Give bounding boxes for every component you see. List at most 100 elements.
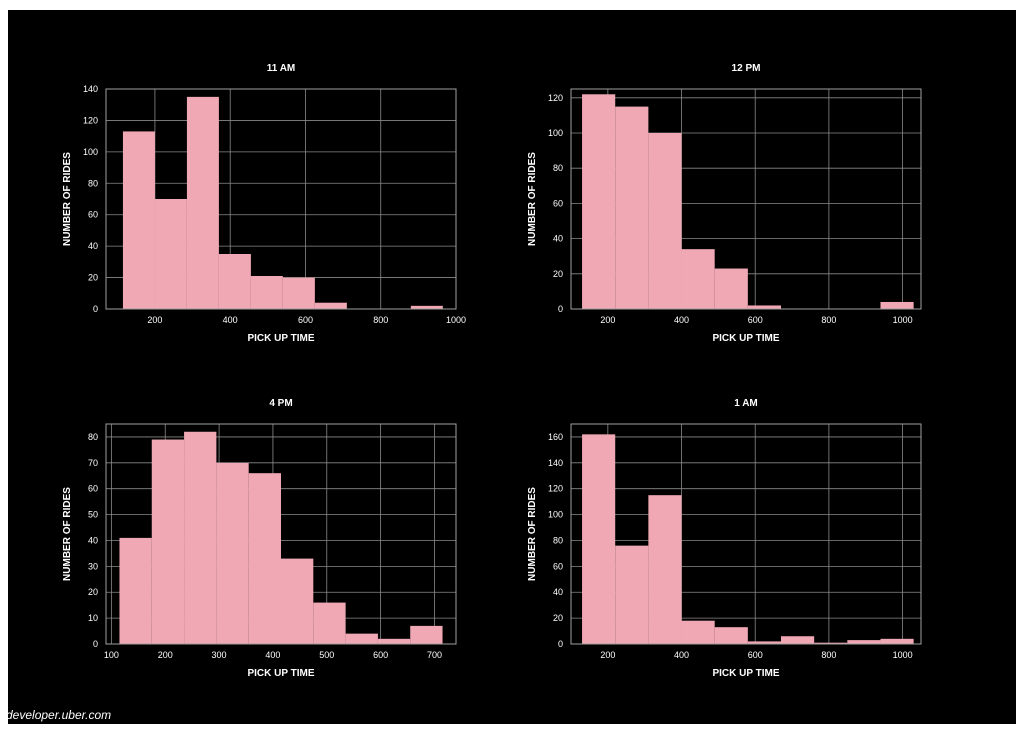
plot-frame — [105, 88, 457, 310]
x-tick-label: 200 — [600, 315, 615, 325]
histogram-bar — [282, 277, 315, 309]
y-tick-label: 80 — [553, 535, 563, 545]
x-tick-label: 300 — [212, 650, 227, 660]
histogram-bar — [410, 305, 443, 309]
x-tick-label: 1000 — [446, 315, 466, 325]
y-tick-label: 160 — [548, 432, 563, 442]
y-tick-label: 100 — [548, 510, 563, 520]
y-tick-label: 20 — [88, 273, 98, 283]
y-axis-label: NUMBER OF RIDES — [527, 487, 538, 581]
histogram-bar — [186, 96, 219, 309]
histogram-bar — [154, 199, 187, 309]
y-tick-label: 0 — [93, 304, 98, 314]
x-tick-label: 600 — [373, 650, 388, 660]
x-tick-label: 1000 — [893, 315, 913, 325]
histogram-bar — [681, 620, 715, 644]
histogram-bar — [184, 431, 217, 644]
chart-title: 1 AM — [734, 398, 758, 409]
y-tick-label: 20 — [553, 269, 563, 279]
histogram-bar — [781, 636, 815, 644]
y-tick-label: 60 — [553, 198, 563, 208]
x-tick-label: 200 — [158, 650, 173, 660]
x-tick-label: 100 — [104, 650, 119, 660]
histogram-bar — [248, 473, 281, 644]
y-tick-label: 40 — [553, 587, 563, 597]
chart-4pm: 4 PM 100 200 300 400 500 600 700 0 10 20 30 40 50 60 70… — [50, 390, 470, 695]
histogram-bar — [410, 625, 443, 644]
chart-1am-svg: 1 AM 200 400 600 800 1000 0 20 40 60 80 100 120 140 16… — [527, 398, 922, 679]
y-tick-label: 120 — [83, 115, 98, 125]
histogram-bar — [747, 641, 781, 644]
y-tick-label: 80 — [88, 432, 98, 442]
y-tick-label: 40 — [88, 535, 98, 545]
histogram-bar — [377, 638, 411, 644]
histogram-bar — [313, 602, 346, 644]
histogram-bar — [345, 633, 378, 644]
histogram-bar — [582, 94, 616, 309]
chart-12pm-svg: 12 PM 200 400 600 800 1000 0 20 40 60 80 100 120 PICK… — [527, 63, 922, 344]
x-axis-label: PICK UP TIME — [247, 668, 314, 679]
chart-11am: 11 AM 200 400 600 800 1000 0 20 40 60 80 100 120 140 P… — [50, 55, 470, 360]
x-tick-label: 800 — [821, 650, 836, 660]
histogram-bar — [151, 439, 185, 644]
histogram-bar — [218, 254, 251, 309]
y-tick-label: 0 — [558, 304, 563, 314]
histogram-bar — [681, 249, 715, 309]
y-tick-label: 40 — [88, 241, 98, 251]
y-tick-label: 20 — [88, 587, 98, 597]
histogram-bar — [216, 462, 249, 644]
histogram-bar — [250, 276, 283, 309]
histogram-bar — [582, 434, 616, 644]
chart-title: 4 PM — [269, 398, 292, 409]
y-tick-label: 20 — [553, 613, 563, 623]
y-tick-label: 120 — [548, 93, 563, 103]
histogram-bar — [814, 642, 848, 644]
x-tick-label: 800 — [373, 315, 388, 325]
y-tick-label: 10 — [88, 613, 98, 623]
x-tick-label: 1000 — [893, 650, 913, 660]
y-tick-label: 140 — [83, 84, 98, 94]
chart-title: 11 AM — [267, 63, 296, 74]
y-tick-label: 70 — [88, 458, 98, 468]
y-tick-label: 60 — [88, 484, 98, 494]
y-tick-label: 0 — [93, 639, 98, 649]
histogram-bar — [119, 537, 152, 644]
y-axis-label: NUMBER OF RIDES — [62, 152, 73, 246]
y-tick-label: 60 — [88, 210, 98, 220]
x-tick-label: 400 — [674, 650, 689, 660]
x-axis-label: PICK UP TIME — [712, 333, 779, 344]
y-tick-label: 100 — [548, 128, 563, 138]
histogram-bar — [281, 558, 314, 644]
histogram-bar — [880, 301, 914, 309]
plot-frame — [570, 88, 922, 310]
histogram-bar — [122, 131, 155, 309]
y-axis-label: NUMBER OF RIDES — [62, 487, 73, 581]
y-tick-label: 120 — [548, 484, 563, 494]
histogram-bar — [648, 133, 682, 309]
x-tick-label: 200 — [147, 315, 162, 325]
histogram-bar — [615, 545, 649, 644]
chart-title: 12 PM — [732, 63, 761, 74]
histogram-bar — [648, 495, 682, 644]
chart-11am-svg: 11 AM 200 400 600 800 1000 0 20 40 60 80 100 120 140 P… — [62, 63, 466, 344]
chart-12pm: 12 PM 200 400 600 800 1000 0 20 40 60 80 100 120 PICK… — [515, 55, 935, 360]
x-tick-label: 400 — [223, 315, 238, 325]
x-tick-label: 700 — [427, 650, 442, 660]
plot-frame — [105, 423, 457, 645]
x-tick-label: 600 — [748, 650, 763, 660]
x-tick-label: 400 — [265, 650, 280, 660]
histogram-bar — [747, 305, 781, 309]
y-tick-label: 140 — [548, 458, 563, 468]
y-tick-label: 0 — [558, 639, 563, 649]
y-tick-label: 50 — [88, 510, 98, 520]
chart-4pm-svg: 4 PM 100 200 300 400 500 600 700 0 10 20 30 40 50 60 70… — [62, 398, 457, 679]
histogram-bar — [847, 640, 881, 644]
y-tick-label: 80 — [88, 178, 98, 188]
y-tick-label: 80 — [553, 163, 563, 173]
histogram-bar — [714, 268, 748, 309]
x-axis-label: PICK UP TIME — [247, 333, 314, 344]
x-axis-label: PICK UP TIME — [712, 668, 779, 679]
y-axis-label: NUMBER OF RIDES — [527, 152, 538, 246]
histogram-bar — [714, 627, 748, 644]
y-tick-label: 30 — [88, 561, 98, 571]
